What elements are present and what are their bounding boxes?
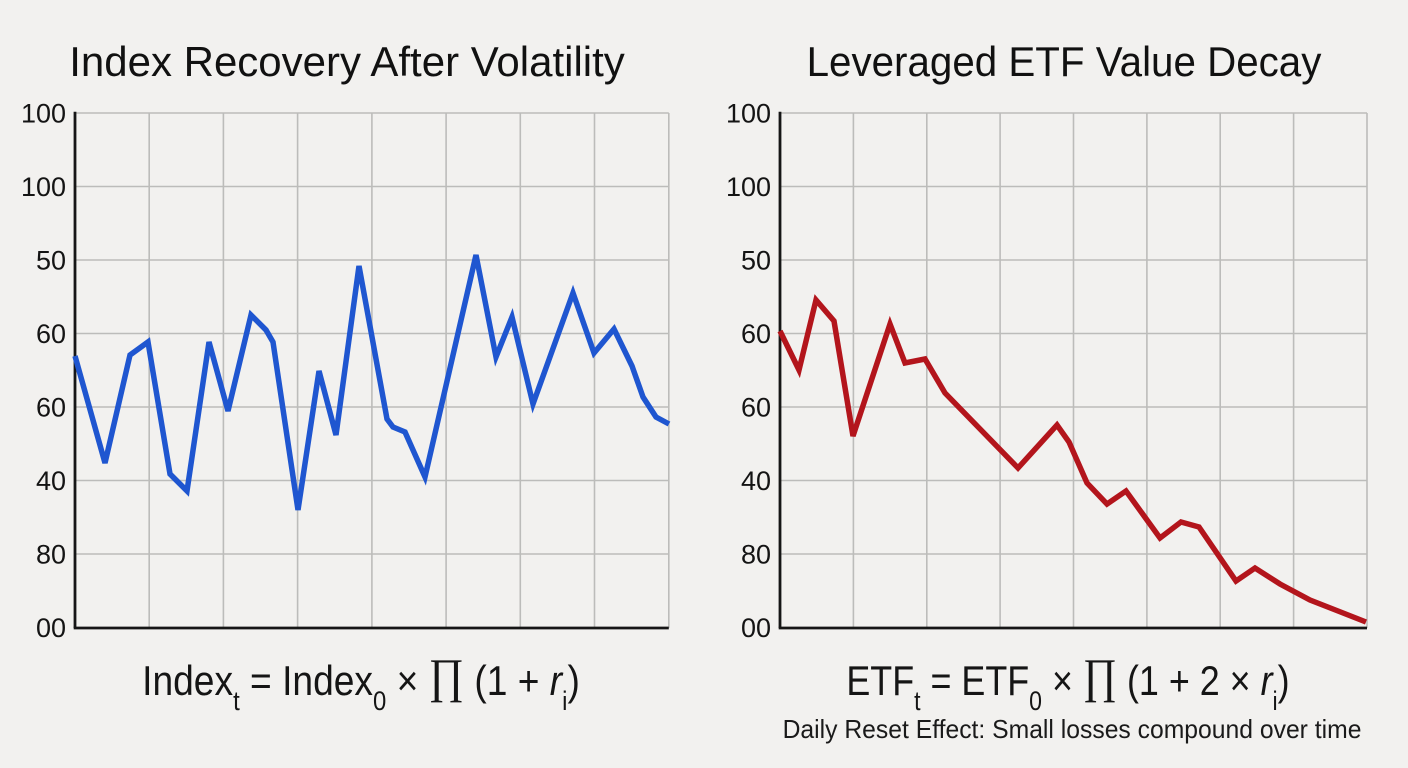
svg-text:80: 80 — [741, 540, 771, 570]
svg-text:80: 80 — [36, 540, 66, 570]
svg-text:50: 50 — [741, 246, 771, 276]
svg-text:100: 100 — [726, 172, 771, 202]
svg-text:100: 100 — [21, 99, 66, 129]
svg-text:60: 60 — [36, 319, 66, 349]
svg-text:60: 60 — [741, 319, 771, 349]
svg-text:40: 40 — [741, 466, 771, 496]
svg-text:50: 50 — [36, 246, 66, 276]
svg-text:60: 60 — [741, 393, 771, 423]
svg-text:100: 100 — [21, 172, 66, 202]
svg-text:00: 00 — [36, 613, 66, 643]
svg-text:00: 00 — [741, 613, 771, 643]
svg-text:60: 60 — [36, 393, 66, 423]
svg-text:40: 40 — [36, 466, 66, 496]
svg-text:100: 100 — [726, 99, 771, 129]
